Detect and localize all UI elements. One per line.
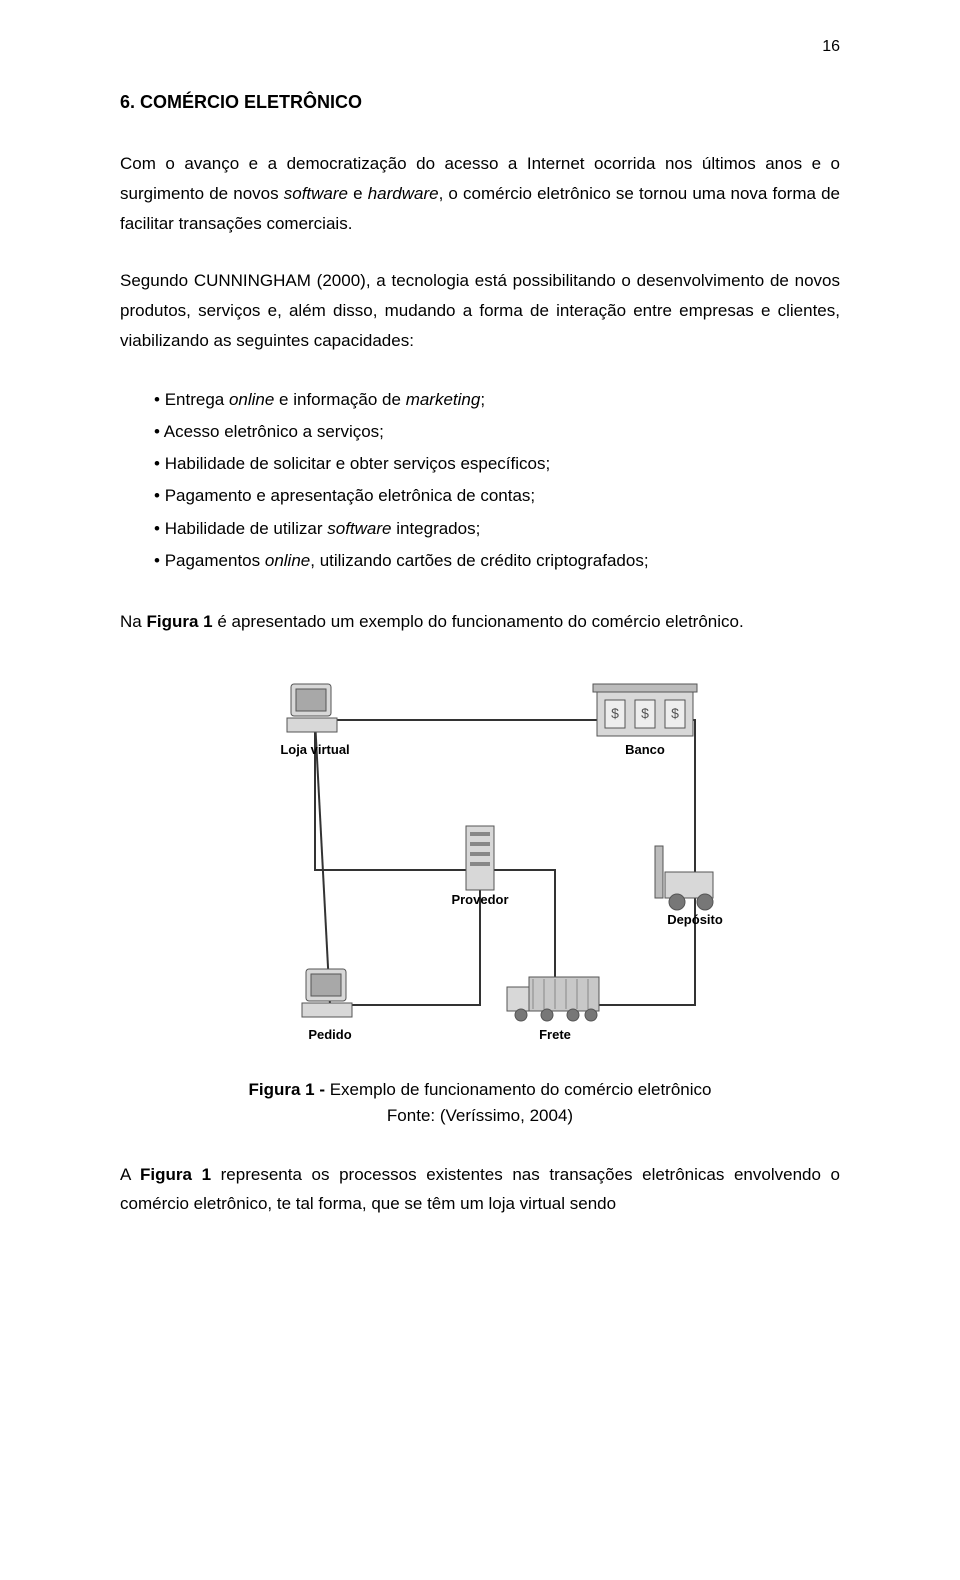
diagram-node-provedor: Provedor: [451, 826, 508, 907]
text-run: Na: [120, 612, 146, 631]
svg-text:$: $: [641, 705, 649, 721]
text-run: Entrega: [165, 390, 229, 409]
italic-term: online: [265, 551, 310, 570]
svg-text:Depósito: Depósito: [667, 912, 723, 927]
italic-term: hardware: [368, 184, 439, 203]
svg-text:$: $: [671, 705, 679, 721]
figure-intro-paragraph: Na Figura 1 é apresentado um exemplo do …: [120, 607, 840, 637]
svg-text:Provedor: Provedor: [451, 892, 508, 907]
text-run: ;: [480, 390, 485, 409]
list-item: Acesso eletrônico a serviços;: [154, 416, 840, 448]
figure-reference: Figura 1: [146, 612, 212, 631]
diagram-node-deposito: Depósito: [655, 846, 723, 927]
text-run: e: [348, 184, 368, 203]
paragraph-explanation: A Figura 1 representa os processos exist…: [120, 1160, 840, 1220]
italic-term: software: [284, 184, 348, 203]
ecommerce-diagram: Loja virtual $ $ $ Banco Provedor Depósito Pedi…: [200, 665, 760, 1065]
text-run: Pagamentos: [165, 551, 265, 570]
italic-term: software: [327, 519, 391, 538]
list-item: Entrega online e informação de marketing…: [154, 384, 840, 416]
list-item: Pagamento e apresentação eletrônica de c…: [154, 480, 840, 512]
text-run: representa os processos existentes nas t…: [120, 1165, 840, 1214]
list-item: Habilidade de utilizar software integrad…: [154, 513, 840, 545]
text-run: A: [120, 1165, 140, 1184]
diagram-node-frete: Frete: [507, 977, 599, 1042]
diagram-node-banco: $ $ $ Banco: [593, 684, 697, 757]
text-run: Habilidade de utilizar: [165, 519, 328, 538]
diagram-node-pedido: Pedido: [302, 969, 352, 1042]
text-run: e informação de: [274, 390, 405, 409]
page-number: 16: [822, 38, 840, 56]
caption-text: Exemplo de funcionamento do comércio ele…: [330, 1080, 712, 1099]
figure-container: Loja virtual $ $ $ Banco Provedor Depósito Pedi…: [120, 665, 840, 1065]
section-heading: 6. COMÉRCIO ELETRÔNICO: [120, 92, 840, 113]
figure-caption: Figura 1 - Exemplo de funcionamento do c…: [120, 1077, 840, 1130]
italic-term: online: [229, 390, 274, 409]
svg-text:Pedido: Pedido: [308, 1027, 351, 1042]
caption-source: Fonte: (Veríssimo, 2004): [387, 1106, 573, 1125]
text-run: , utilizando cartões de crédito criptogr…: [310, 551, 648, 570]
document-page: 16 6. COMÉRCIO ELETRÔNICO Com o avanço e…: [0, 0, 960, 1580]
list-item: Pagamentos online, utilizando cartões de…: [154, 545, 840, 577]
svg-text:Banco: Banco: [625, 742, 665, 757]
figure-reference: Figura 1: [140, 1165, 211, 1184]
caption-label: Figura 1 -: [248, 1080, 329, 1099]
text-run: integrados;: [391, 519, 480, 538]
list-item: Habilidade de solicitar e obter serviços…: [154, 448, 840, 480]
svg-text:Loja virtual: Loja virtual: [280, 742, 349, 757]
text-run: é apresentado um exemplo do funcionament…: [213, 612, 744, 631]
svg-text:$: $: [611, 705, 619, 721]
paragraph-citation: Segundo CUNNINGHAM (2000), a tecnologia …: [120, 266, 840, 355]
svg-text:Frete: Frete: [539, 1027, 571, 1042]
italic-term: marketing: [406, 390, 481, 409]
capability-list: Entrega online e informação de marketing…: [154, 384, 840, 578]
paragraph-intro: Com o avanço e a democratização do acess…: [120, 149, 840, 238]
